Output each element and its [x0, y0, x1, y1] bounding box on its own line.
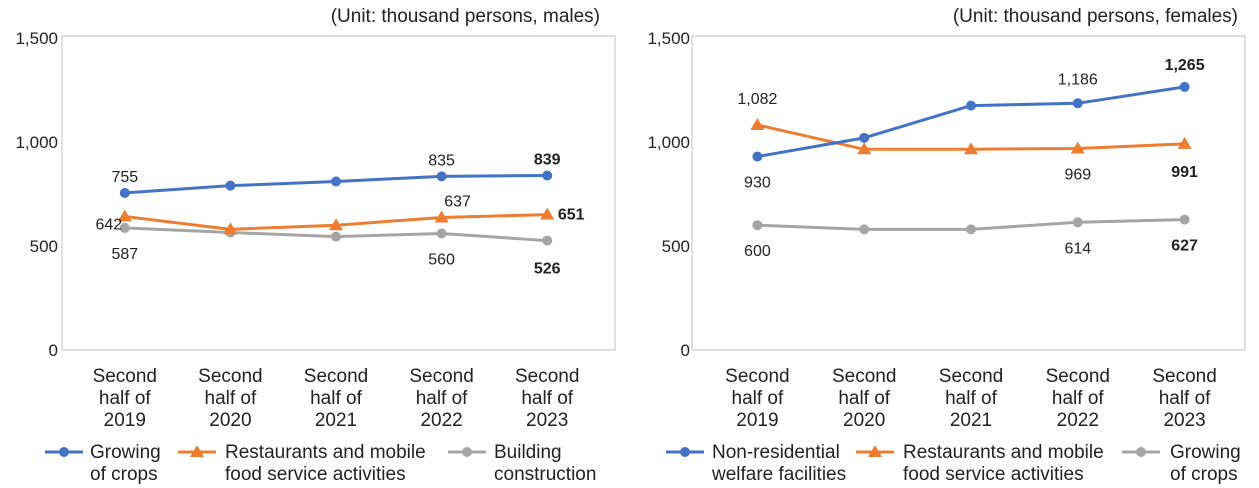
data-point: [1177, 136, 1192, 149]
data-point: [434, 210, 449, 223]
data-label: 627: [1171, 238, 1198, 255]
data-point: [1179, 81, 1190, 92]
series-1: [119, 170, 553, 198]
series-3: [752, 214, 1190, 235]
data-point: [436, 228, 447, 239]
data-point: [1070, 141, 1085, 154]
data-label: 991: [1171, 164, 1198, 181]
data-label: 614: [1064, 240, 1091, 257]
y-tick-label: 0: [681, 341, 690, 360]
legend-marker: [462, 447, 472, 457]
x-tick-label: Second half of 2023: [1152, 366, 1216, 431]
data-point: [329, 218, 343, 231]
data-point: [436, 171, 447, 182]
data-label: 587: [111, 246, 138, 263]
x-tick-label: Second half of 2021: [939, 366, 1003, 431]
legend-marker: [59, 447, 69, 457]
unit-note: (Unit: thousand persons, males): [331, 6, 600, 27]
legend-marker: [1136, 447, 1146, 457]
legend-item: Non-residential welfare facilities: [666, 442, 846, 485]
data-point: [542, 235, 553, 246]
data-label: 526: [534, 261, 561, 278]
series-2: [750, 117, 1192, 155]
data-point: [857, 142, 872, 155]
data-point: [1072, 217, 1083, 228]
legend-label: Growing of crops: [1170, 442, 1241, 485]
data-point: [1179, 214, 1190, 225]
data-point: [223, 222, 238, 235]
x-tick-label: Second half of 2020: [832, 366, 896, 431]
data-label: 835: [428, 152, 455, 169]
data-point: [542, 170, 553, 181]
data-point: [117, 209, 132, 222]
data-point: [540, 207, 555, 220]
data-label: 560: [428, 252, 455, 269]
data-point: [119, 222, 130, 233]
data-label: 930: [744, 175, 771, 192]
y-tick-label: 1,000: [647, 133, 690, 152]
data-point: [859, 132, 870, 143]
chart-1: (Unit: thousand persons, males) 0 500 1,000…: [15, 6, 616, 485]
y-tick-label: 1,500: [647, 29, 690, 48]
data-label: 839: [534, 151, 561, 168]
data-point: [750, 117, 765, 130]
x-tick-label: Second half of 2022: [409, 366, 473, 431]
data-label: 969: [1064, 166, 1091, 183]
data-point: [964, 142, 978, 155]
data-point: [966, 100, 976, 111]
y-tick-label: 500: [662, 237, 690, 256]
legend-marker: [190, 445, 204, 457]
legend-label: Non-residential welfare facilities: [711, 442, 846, 485]
data-point: [859, 224, 870, 235]
x-tick-label: Second half of 2019: [93, 366, 157, 431]
x-tick-label: Second half of 2020: [198, 366, 262, 431]
series-2: [117, 207, 555, 235]
legend-item: Restaurants and mobile food service activ…: [178, 442, 426, 485]
y-tick-label: 0: [49, 341, 58, 360]
data-label: 637: [444, 194, 471, 211]
series-1: [752, 81, 1190, 162]
data-point: [966, 224, 976, 235]
legend-item: Restaurants and mobile food service activ…: [856, 442, 1104, 485]
data-point: [331, 231, 341, 242]
data-point: [752, 151, 763, 162]
legend-item: Growing of crops: [1122, 442, 1241, 485]
plot-frame: [691, 35, 1246, 351]
data-label: 651: [558, 207, 585, 224]
legend-marker: [680, 447, 690, 457]
unit-note: (Unit: thousand persons, females): [953, 6, 1238, 27]
x-tick-label: Second half of 2021: [304, 366, 368, 431]
data-point: [119, 187, 130, 198]
chart-2: (Unit: thousand persons, females) 0 500 1,0…: [647, 6, 1246, 485]
y-tick-label: 1,500: [15, 29, 58, 48]
x-tick-label: Second half of 2023: [515, 366, 579, 431]
x-tick-label: Second half of 2022: [1046, 366, 1110, 431]
legend-label: Restaurants and mobile food service activ…: [903, 442, 1104, 485]
y-tick-label: 500: [30, 237, 58, 256]
legend-label: Building construction: [494, 442, 596, 485]
data-point: [752, 220, 763, 231]
legend-item: Growing of crops: [45, 442, 161, 485]
data-label: 1,186: [1058, 71, 1098, 88]
data-point: [225, 180, 236, 191]
x-tick-label: Second half of 2019: [725, 366, 789, 431]
data-label: 1,265: [1165, 57, 1205, 74]
data-label: 600: [744, 243, 771, 260]
y-tick-label: 1,000: [15, 133, 58, 152]
legend-label: Growing of crops: [90, 442, 161, 485]
data-point: [1072, 98, 1083, 109]
data-point: [331, 176, 341, 187]
data-label: 755: [111, 169, 138, 186]
legend-item: Building construction: [448, 442, 596, 485]
data-label: 642: [95, 216, 122, 233]
data-label: 1,082: [737, 91, 777, 108]
legend-marker: [868, 445, 882, 457]
legend-label: Restaurants and mobile food service activ…: [225, 442, 426, 485]
